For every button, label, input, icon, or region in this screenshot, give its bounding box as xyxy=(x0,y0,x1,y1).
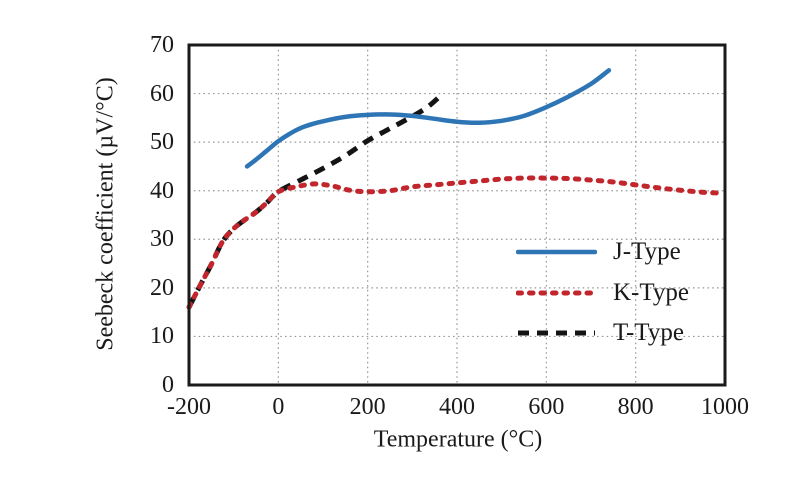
legend-line-sample xyxy=(518,330,595,336)
y-tick-label: 20 xyxy=(150,274,174,301)
x-tick-label: 200 xyxy=(349,394,386,420)
legend-line-sample xyxy=(516,290,597,296)
x-tick-label: 400 xyxy=(439,394,475,420)
y-tick-label: 70 xyxy=(150,32,174,58)
legend-item-t-type: T-Type xyxy=(516,313,689,354)
y-tick-label: 40 xyxy=(150,177,174,204)
x-tick-label: 1000 xyxy=(701,394,749,420)
y-tick-label: 60 xyxy=(150,80,174,107)
y-tick-label: 10 xyxy=(150,323,174,350)
legend-line-sample xyxy=(516,250,597,255)
x-tick-label: 0 xyxy=(272,394,285,420)
y-axis-title: Seebeck coefficient (µV/°C) xyxy=(92,77,119,351)
plot-border xyxy=(187,43,727,387)
y-tick-label: 30 xyxy=(150,226,174,253)
x-axis-title: Temperature (°C) xyxy=(373,426,543,453)
legend-label: T-Type xyxy=(613,319,684,347)
legend-label: J-Type xyxy=(613,238,681,266)
series-line-k-type xyxy=(186,175,723,310)
x-tick-label: -200 xyxy=(167,394,211,420)
x-tick-label: 600 xyxy=(528,394,565,420)
y-tick-label: 0 xyxy=(162,372,174,398)
x-tick-label: 800 xyxy=(617,394,654,420)
y-tick-label: 50 xyxy=(150,129,174,156)
series-line-j-type xyxy=(244,68,612,169)
legend-item-k-type: K-Type xyxy=(516,273,689,314)
legend-label: K-Type xyxy=(613,278,690,306)
chart-legend: J-Type K-Type T-Type xyxy=(516,232,689,354)
legend-item-j-type: J-Type xyxy=(516,232,689,273)
series-line-t-type xyxy=(186,93,444,309)
